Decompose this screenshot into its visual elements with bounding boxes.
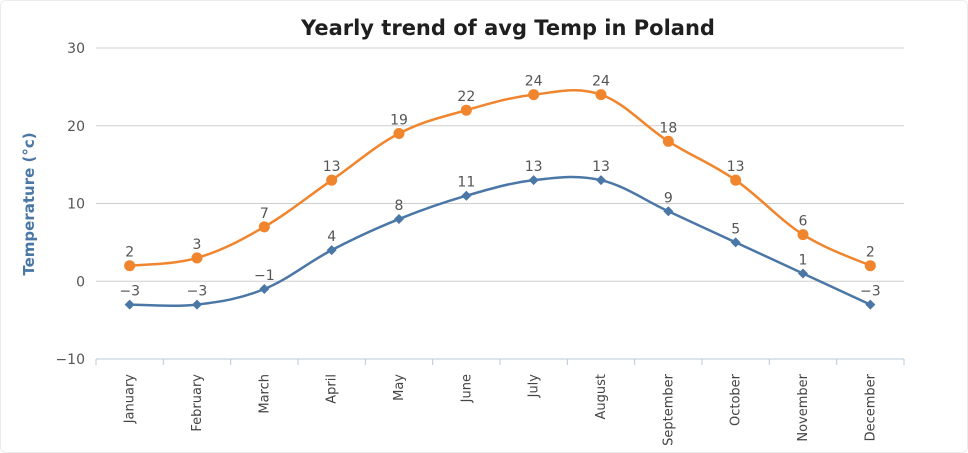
x-tick-label: February (190, 374, 205, 432)
data-label: 3 (193, 237, 202, 253)
x-tick-label: October (729, 373, 744, 426)
data-label: 2 (866, 245, 875, 261)
x-tick-label: January (123, 374, 138, 425)
y-tick-label: 0 (76, 274, 85, 290)
data-point-diamond (394, 214, 404, 225)
data-point-diamond (865, 299, 876, 310)
data-label: 18 (659, 120, 677, 136)
data-label: 13 (592, 159, 610, 175)
data-point-circle (864, 260, 876, 272)
series-layer (124, 89, 876, 310)
data-point-circle (124, 260, 136, 272)
x-tick-label: September (661, 373, 676, 446)
x-axis-ticks: January February March April May June July Augu… (123, 373, 879, 446)
data-point-diamond (528, 175, 539, 186)
data-label: 8 (395, 198, 404, 214)
data-label: −3 (119, 284, 140, 300)
chart-title: Yearly trend of avg Temp in Poland (300, 16, 715, 40)
data-label: 13 (525, 159, 543, 175)
data-label: −1 (254, 268, 275, 284)
data-point-circle (797, 229, 809, 241)
data-label: 5 (731, 221, 740, 237)
x-axis (95, 358, 905, 365)
x-tick-label: December (863, 373, 878, 441)
x-tick-label: July (527, 374, 542, 399)
data-point-diamond (596, 175, 606, 186)
data-point-diamond (730, 237, 741, 248)
data-label: 19 (390, 113, 408, 129)
data-point-diamond (124, 299, 135, 310)
x-tick-label: April (325, 374, 340, 404)
data-label: 4 (327, 229, 336, 245)
x-tick-label: May (392, 374, 407, 401)
data-label: 13 (727, 159, 745, 175)
data-point-circle (326, 174, 338, 186)
x-tick-label: August (594, 374, 609, 420)
y-tick-label: −10 (55, 352, 85, 368)
series-line-2 (129, 175, 871, 308)
x-tick-label: June (459, 374, 474, 403)
data-point-diamond (798, 268, 808, 279)
data-point-circle (258, 221, 270, 233)
data-label: 6 (799, 214, 808, 230)
data-label: 13 (323, 159, 341, 175)
data-point-diamond (461, 190, 472, 201)
data-point-circle (730, 174, 742, 186)
data-point-circle (460, 104, 472, 116)
data-label: 24 (592, 74, 610, 90)
data-label: 7 (260, 206, 269, 222)
data-label: 24 (525, 74, 543, 90)
data-labels: 2 3 7 13 19 22 24 24 18 13 6 2 −3 −3 −1 4 8 11 13 13 9 5 1 −3 (119, 74, 880, 300)
data-label: 9 (664, 190, 673, 206)
data-label: −3 (860, 284, 881, 300)
x-tick-label: March (257, 374, 272, 414)
data-label: 1 (799, 252, 808, 268)
data-point-circle (528, 89, 540, 101)
y-tick-label: 20 (67, 119, 85, 135)
y-tick-label: 10 (67, 197, 85, 213)
data-label: 2 (125, 245, 134, 261)
data-point-circle (595, 89, 607, 101)
data-point-diamond (663, 206, 674, 217)
x-tick-label: November (796, 373, 811, 441)
data-point-diamond (326, 245, 337, 256)
data-label: −3 (187, 284, 208, 300)
data-point-circle (662, 135, 674, 147)
gridlines (96, 47, 904, 360)
series-line-1 (129, 89, 871, 267)
data-label: 22 (457, 89, 475, 105)
data-point-circle (393, 128, 405, 140)
y-tick-label: 30 (67, 41, 85, 57)
data-point-circle (191, 252, 203, 264)
data-point-diamond (259, 284, 270, 295)
data-point-diamond (192, 299, 202, 310)
y-axis-ticks: −10 0 10 20 30 (55, 41, 85, 368)
data-label: 11 (457, 175, 475, 191)
y-axis-label: Temperature (°c) (20, 132, 38, 275)
